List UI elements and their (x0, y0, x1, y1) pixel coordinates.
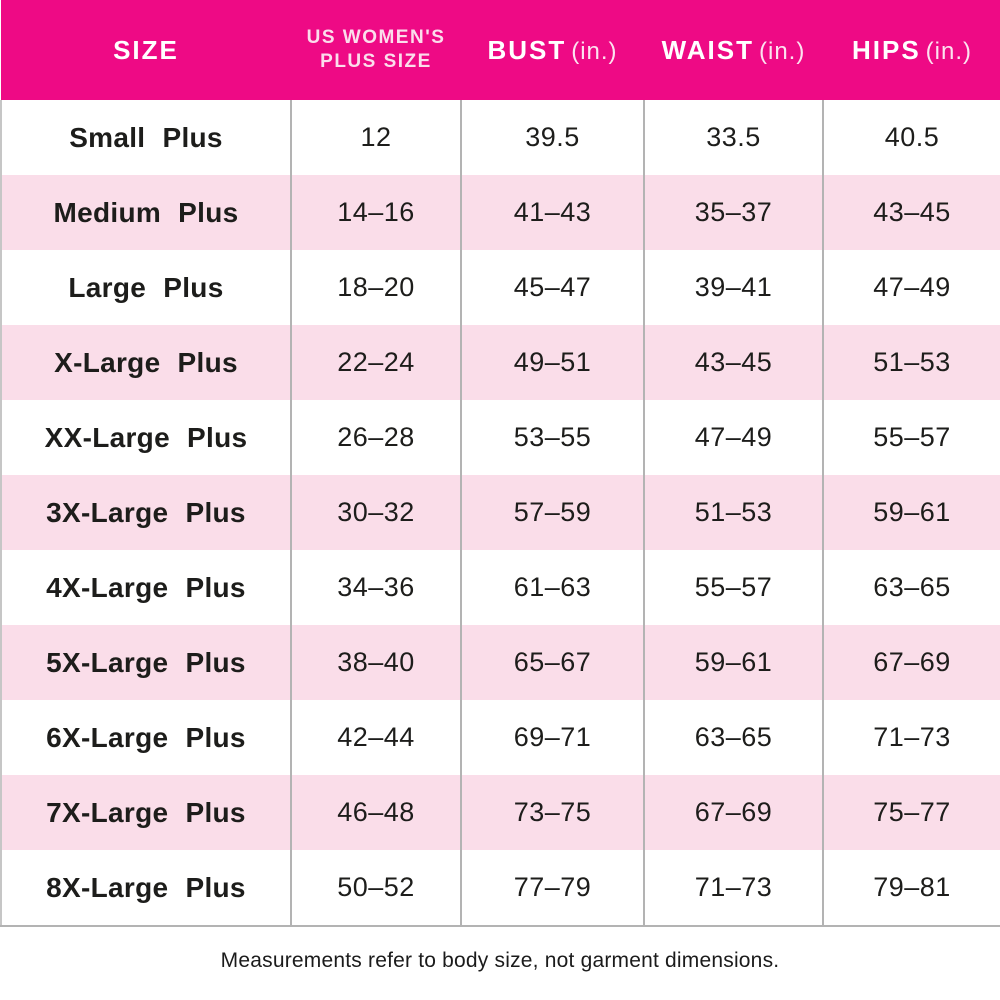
table-row: Medium Plus 14–16 41–43 35–37 43–45 (0, 175, 1000, 250)
bust-cell: 45–47 (460, 250, 644, 325)
header-row: SIZE US WOMEN'S PLUS SIZE BUST (in.) WAIST… (1, 0, 1000, 100)
hips-cell: 79–81 (822, 850, 1000, 927)
us-plus-size-cell: 38–40 (290, 625, 461, 700)
table-body: Small Plus 12 39.5 33.5 40.5 Medium Plus… (0, 100, 1000, 927)
bust-cell: 49–51 (460, 325, 644, 400)
header-hips-unit: (in.) (925, 37, 973, 65)
hips-cell: 51–53 (822, 325, 1000, 400)
waist-cell: 43–45 (643, 325, 823, 400)
us-plus-size-cell: 22–24 (290, 325, 461, 400)
header-waist-label: WAIST (661, 34, 754, 65)
table-row: 8X-Large Plus 50–52 77–79 71–73 79–81 (0, 850, 1000, 927)
hips-cell: 67–69 (822, 625, 1000, 700)
size-cell: XX-Large Plus (0, 400, 291, 475)
waist-cell: 59–61 (643, 625, 823, 700)
header-bust-unit: (in.) (571, 37, 618, 65)
waist-cell: 55–57 (643, 550, 823, 625)
header-hips-label: HIPS (851, 34, 921, 65)
waist-cell: 47–49 (643, 400, 823, 475)
table-row: XX-Large Plus 26–28 53–55 47–49 55–57 (0, 400, 1000, 475)
hips-cell: 55–57 (822, 400, 1000, 475)
header-us-plus-size-label: US WOMEN'S PLUS SIZE (306, 27, 446, 72)
bust-cell: 73–75 (460, 775, 644, 850)
size-cell: 3X-Large Plus (0, 475, 291, 550)
waist-cell: 51–53 (643, 475, 823, 550)
us-plus-size-cell: 50–52 (290, 850, 461, 927)
size-cell: Medium Plus (0, 175, 291, 250)
us-plus-size-cell: 30–32 (290, 475, 461, 550)
waist-cell: 33.5 (643, 100, 823, 175)
size-cell: Large Plus (0, 250, 291, 325)
size-cell: 7X-Large Plus (0, 775, 291, 850)
us-plus-size-cell: 46–48 (290, 775, 461, 850)
header-hips: HIPS (in.) (823, 0, 1000, 100)
bust-cell: 77–79 (460, 850, 644, 927)
bust-cell: 69–71 (460, 700, 644, 775)
us-plus-size-cell: 26–28 (290, 400, 461, 475)
waist-cell: 63–65 (643, 700, 823, 775)
waist-cell: 35–37 (643, 175, 823, 250)
hips-cell: 63–65 (822, 550, 1000, 625)
hips-cell: 47–49 (822, 250, 1000, 325)
header-bust: BUST (in.) (461, 0, 644, 100)
table-row: Small Plus 12 39.5 33.5 40.5 (0, 100, 1000, 175)
us-plus-size-cell: 42–44 (290, 700, 461, 775)
bust-cell: 39.5 (460, 100, 644, 175)
hips-cell: 59–61 (822, 475, 1000, 550)
size-cell: X-Large Plus (0, 325, 291, 400)
size-cell: 4X-Large Plus (0, 550, 291, 625)
hips-cell: 71–73 (822, 700, 1000, 775)
bust-cell: 53–55 (460, 400, 644, 475)
table-row: 3X-Large Plus 30–32 57–59 51–53 59–61 (0, 475, 1000, 550)
hips-cell: 75–77 (822, 775, 1000, 850)
size-cell: Small Plus (0, 100, 291, 175)
size-cell: 5X-Large Plus (0, 625, 291, 700)
bust-cell: 61–63 (460, 550, 644, 625)
hips-cell: 43–45 (822, 175, 1000, 250)
header-size-label: SIZE (113, 34, 179, 65)
waist-cell: 67–69 (643, 775, 823, 850)
waist-cell: 39–41 (643, 250, 823, 325)
bust-cell: 65–67 (460, 625, 644, 700)
table-row: 5X-Large Plus 38–40 65–67 59–61 67–69 (0, 625, 1000, 700)
waist-cell: 71–73 (643, 850, 823, 927)
us-plus-size-cell: 18–20 (290, 250, 461, 325)
header-size: SIZE (1, 0, 291, 100)
us-plus-size-cell: 14–16 (290, 175, 461, 250)
table-row: Large Plus 18–20 45–47 39–41 47–49 (0, 250, 1000, 325)
size-cell: 8X-Large Plus (0, 850, 291, 927)
table-row: 6X-Large Plus 42–44 69–71 63–65 71–73 (0, 700, 1000, 775)
table-row: X-Large Plus 22–24 49–51 43–45 51–53 (0, 325, 1000, 400)
footnote: Measurements refer to body size, not gar… (220, 949, 780, 972)
table-row: 7X-Large Plus 46–48 73–75 67–69 75–77 (0, 775, 1000, 850)
size-cell: 6X-Large Plus (0, 700, 291, 775)
us-plus-size-cell: 34–36 (290, 550, 461, 625)
size-chart-table: SIZE US WOMEN'S PLUS SIZE BUST (in.) WAIST… (0, 0, 1000, 927)
header-waist: WAIST (in.) (644, 0, 823, 100)
header-bust-label: BUST (487, 34, 567, 65)
hips-cell: 40.5 (822, 100, 1000, 175)
table-row: 4X-Large Plus 34–36 61–63 55–57 63–65 (0, 550, 1000, 625)
us-plus-size-cell: 12 (290, 100, 461, 175)
table-header: SIZE US WOMEN'S PLUS SIZE BUST (in.) WAIST… (1, 0, 1000, 100)
header-waist-unit: (in.) (759, 37, 806, 65)
bust-cell: 41–43 (460, 175, 644, 250)
header-us-plus-size: US WOMEN'S PLUS SIZE (291, 0, 461, 100)
bust-cell: 57–59 (460, 475, 644, 550)
